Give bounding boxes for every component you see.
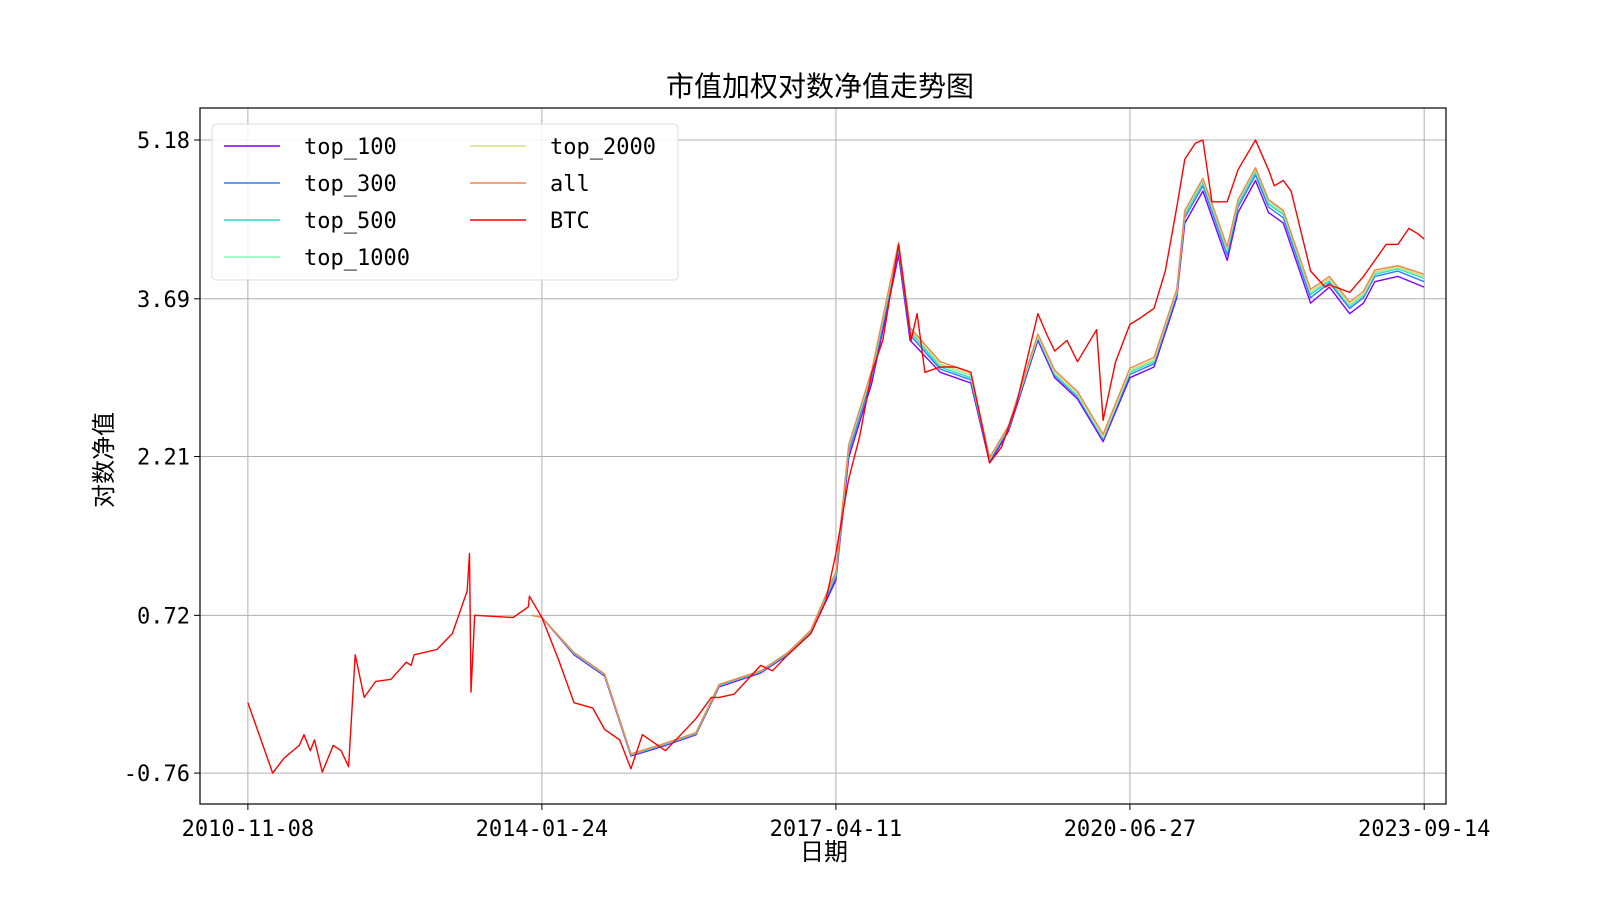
x-axis-ticks: 2010-11-08 2014-01-24 2017-04-11 2020-06-27… xyxy=(182,804,1490,842)
y-tick-label: 2.21 xyxy=(137,446,190,471)
legend-box xyxy=(211,123,679,281)
y-axis-label: 对数净值 xyxy=(90,412,118,508)
legend-label: top_1000 xyxy=(304,246,410,271)
legend-label: all xyxy=(550,172,590,197)
y-tick-label: 0.72 xyxy=(137,604,190,629)
y-tick-label: 5.18 xyxy=(137,129,190,154)
legend-label: top_100 xyxy=(304,135,397,160)
legend: top_100 top_300 top_500 top_1000 top_2000all… xyxy=(211,123,679,281)
y-axis-ticks: -0.76 0.72 2.21 3.69 5.18 xyxy=(124,129,200,787)
plot-area-frame xyxy=(199,107,1447,805)
x-tick-label: 2014-01-24 xyxy=(476,817,608,842)
series-line-all xyxy=(531,166,1425,755)
legend-label: top_300 xyxy=(304,172,397,197)
x-tick-label: 2020-06-27 xyxy=(1064,817,1196,842)
series-line-btc xyxy=(247,139,1425,774)
plot-lines xyxy=(247,139,1425,774)
x-axis-label: 日期 xyxy=(800,838,848,866)
y-tick-label: 3.69 xyxy=(137,288,190,313)
legend-label: top_2000 xyxy=(550,135,656,160)
x-tick-label: 2010-11-08 xyxy=(182,817,314,842)
grid xyxy=(200,108,1446,804)
legend-label: BTC xyxy=(550,209,590,234)
chart-title: 市值加权对数净值走势图 xyxy=(666,70,974,103)
legend-label: top_500 xyxy=(304,209,397,234)
x-tick-label: 2023-09-14 xyxy=(1358,817,1490,842)
x-tick-label: 2017-04-11 xyxy=(770,817,902,842)
y-tick-label: -0.76 xyxy=(124,762,190,787)
